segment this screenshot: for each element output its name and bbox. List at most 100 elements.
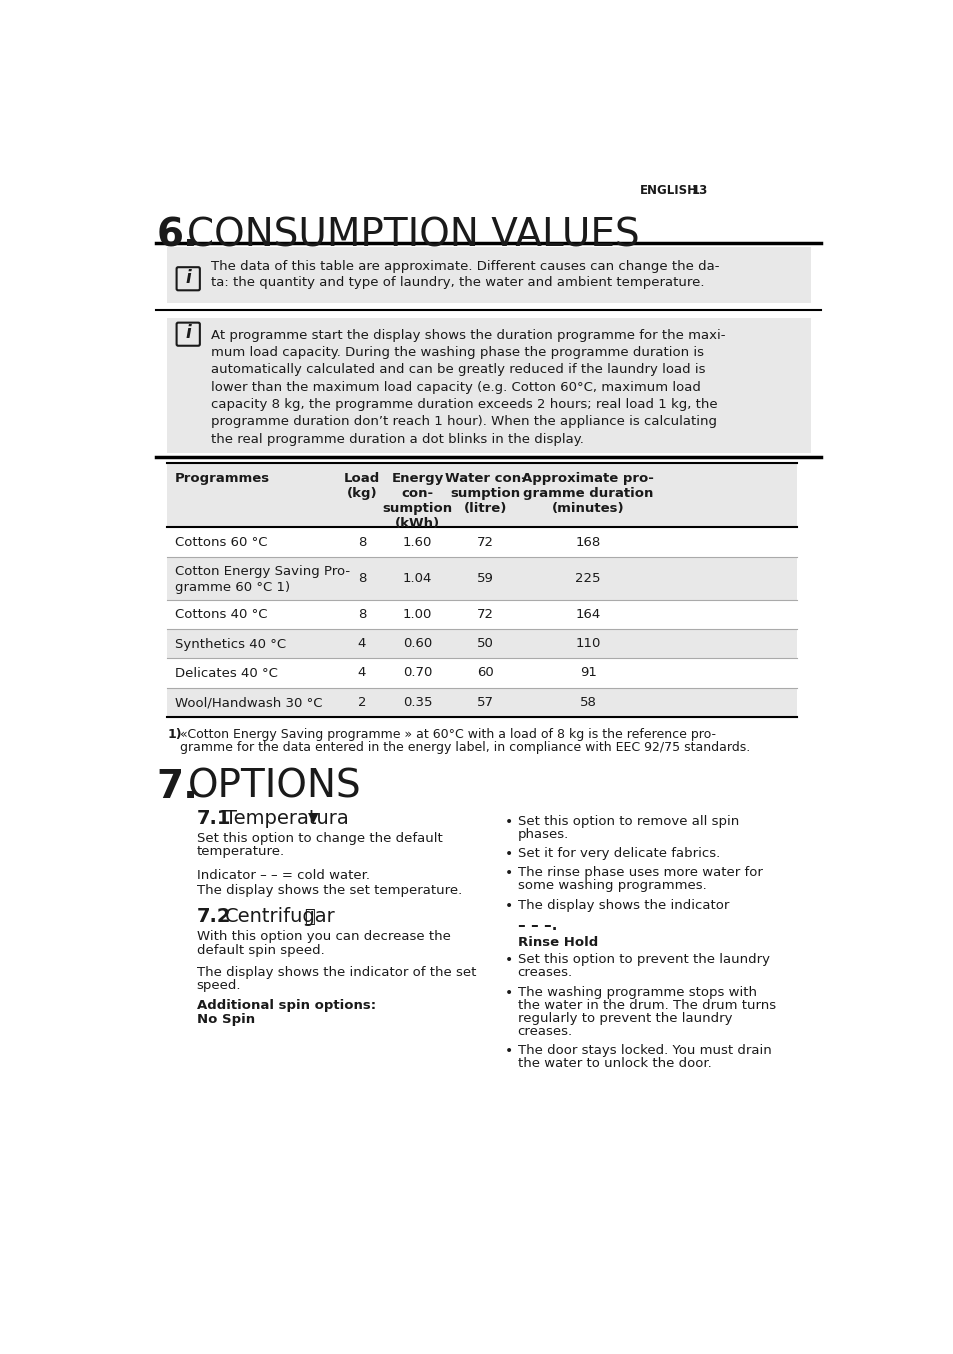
FancyBboxPatch shape: [167, 600, 797, 630]
Text: ▼: ▼: [308, 810, 318, 825]
Text: •: •: [505, 848, 513, 861]
Text: – – –.: – – –.: [517, 918, 557, 933]
Text: ta: the quantity and type of laundry, the water and ambient temperature.: ta: the quantity and type of laundry, th…: [211, 276, 703, 290]
Text: 7.1: 7.1: [196, 808, 231, 827]
Text: Rinse Hold: Rinse Hold: [517, 937, 598, 949]
Text: temperature.: temperature.: [196, 845, 285, 858]
Text: 7.: 7.: [156, 768, 198, 806]
Text: Cottons 40 °C: Cottons 40 °C: [174, 608, 267, 621]
FancyBboxPatch shape: [167, 248, 810, 303]
Text: Set this option to change the default: Set this option to change the default: [196, 831, 442, 845]
Text: programme duration don’t reach 1 hour). When the appliance is calculating: programme duration don’t reach 1 hour). …: [211, 416, 716, 428]
Text: The data of this table are approximate. Different causes can change the da-: The data of this table are approximate. …: [211, 260, 719, 274]
Text: Wool/Handwash 30 °C: Wool/Handwash 30 °C: [174, 696, 322, 709]
Text: Ⓢ: Ⓢ: [303, 907, 314, 926]
Text: 0.70: 0.70: [402, 666, 432, 680]
FancyBboxPatch shape: [167, 528, 797, 556]
Text: 72: 72: [476, 536, 494, 548]
Text: •: •: [505, 1044, 513, 1057]
FancyBboxPatch shape: [167, 463, 797, 528]
Text: The rinse phase uses more water for: The rinse phase uses more water for: [517, 867, 761, 879]
Text: i: i: [185, 269, 191, 287]
Text: the real programme duration a dot blinks in the display.: the real programme duration a dot blinks…: [211, 433, 583, 445]
Text: creases.: creases.: [517, 1025, 572, 1039]
Text: •: •: [505, 867, 513, 880]
Text: «Cotton Energy Saving programme » at 60°C with a load of 8 kg is the reference p: «Cotton Energy Saving programme » at 60°…: [179, 727, 715, 741]
Text: 6.: 6.: [156, 217, 198, 255]
Text: mum load capacity. During the washing phase the programme duration is: mum load capacity. During the washing ph…: [211, 347, 703, 359]
Text: 168: 168: [575, 536, 600, 548]
Text: 8: 8: [357, 608, 366, 621]
Text: Indicator – – = cold water.: Indicator – – = cold water.: [196, 868, 370, 881]
Text: 0.60: 0.60: [402, 638, 432, 650]
Text: speed.: speed.: [196, 979, 241, 992]
Text: 4: 4: [357, 638, 366, 650]
Text: gramme 60 °C 1): gramme 60 °C 1): [174, 581, 290, 593]
Text: Set this option to remove all spin: Set this option to remove all spin: [517, 815, 738, 827]
Text: With this option you can decrease the: With this option you can decrease the: [196, 930, 450, 944]
Text: •: •: [505, 953, 513, 967]
Text: Water con-
sumption
(litre): Water con- sumption (litre): [444, 473, 526, 515]
Text: 2: 2: [357, 696, 366, 708]
Text: the water in the drum. The drum turns: the water in the drum. The drum turns: [517, 999, 775, 1011]
Text: Cotton Energy Saving Pro-: Cotton Energy Saving Pro-: [174, 565, 350, 578]
Text: Set this option to prevent the laundry: Set this option to prevent the laundry: [517, 953, 769, 967]
Text: i: i: [185, 325, 191, 343]
Text: regularly to prevent the laundry: regularly to prevent the laundry: [517, 1011, 731, 1025]
Text: 57: 57: [476, 696, 494, 708]
Text: The display shows the set temperature.: The display shows the set temperature.: [196, 884, 461, 896]
Text: Synthetics 40 °C: Synthetics 40 °C: [174, 638, 286, 650]
Text: Cottons 60 °C: Cottons 60 °C: [174, 536, 267, 548]
FancyBboxPatch shape: [167, 630, 797, 658]
Text: The display shows the indicator: The display shows the indicator: [517, 899, 728, 911]
Text: The door stays locked. You must drain: The door stays locked. You must drain: [517, 1044, 771, 1057]
Text: 59: 59: [476, 571, 494, 585]
Text: Delicates 40 °C: Delicates 40 °C: [174, 666, 277, 680]
Text: automatically calculated and can be greatly reduced if the laundry load is: automatically calculated and can be grea…: [211, 363, 704, 376]
Text: lower than the maximum load capacity (e.g. Cotton 60°C, maximum load: lower than the maximum load capacity (e.…: [211, 380, 700, 394]
Text: OPTIONS: OPTIONS: [187, 768, 360, 806]
FancyBboxPatch shape: [167, 556, 797, 600]
FancyBboxPatch shape: [167, 318, 810, 452]
Text: 58: 58: [579, 696, 596, 708]
Text: Load
(kg): Load (kg): [343, 473, 379, 500]
Text: the water to unlock the door.: the water to unlock the door.: [517, 1057, 711, 1070]
Text: 225: 225: [575, 571, 600, 585]
Text: 91: 91: [579, 666, 596, 680]
FancyBboxPatch shape: [167, 658, 797, 688]
Text: At programme start the display shows the duration programme for the maxi-: At programme start the display shows the…: [211, 329, 724, 341]
Text: default spin speed.: default spin speed.: [196, 944, 324, 957]
FancyBboxPatch shape: [176, 322, 199, 345]
Text: CONSUMPTION VALUES: CONSUMPTION VALUES: [187, 217, 639, 255]
Text: 110: 110: [575, 638, 600, 650]
Text: Approximate pro-
gramme duration
(minutes): Approximate pro- gramme duration (minute…: [521, 473, 654, 515]
Text: 7.2: 7.2: [196, 907, 231, 926]
Text: No Spin: No Spin: [196, 1013, 254, 1026]
Text: Set it for very delicate fabrics.: Set it for very delicate fabrics.: [517, 848, 720, 860]
FancyBboxPatch shape: [167, 688, 797, 716]
Text: 8: 8: [357, 571, 366, 585]
Text: Additional spin options:: Additional spin options:: [196, 999, 375, 1013]
Text: •: •: [505, 986, 513, 999]
Text: 164: 164: [575, 608, 600, 621]
Text: 1.00: 1.00: [402, 608, 432, 621]
Text: Programmes: Programmes: [174, 473, 270, 485]
FancyBboxPatch shape: [176, 267, 199, 290]
Text: Energy
con-
sumption
(kWh): Energy con- sumption (kWh): [382, 473, 453, 529]
Text: 50: 50: [476, 638, 494, 650]
Text: 72: 72: [476, 608, 494, 621]
Text: some washing programmes.: some washing programmes.: [517, 879, 705, 892]
Text: The washing programme stops with: The washing programme stops with: [517, 986, 756, 999]
Text: •: •: [505, 899, 513, 913]
Text: gramme for the data entered in the energy label, in compliance with EEC 92/75 st: gramme for the data entered in the energ…: [179, 741, 749, 754]
Text: 0.35: 0.35: [402, 696, 432, 708]
Text: Centrifugar: Centrifugar: [224, 907, 335, 926]
Text: creases.: creases.: [517, 967, 572, 979]
Text: 1.60: 1.60: [402, 536, 432, 548]
Text: Temperatura: Temperatura: [224, 808, 348, 827]
Text: capacity 8 kg, the programme duration exceeds 2 hours; real load 1 kg, the: capacity 8 kg, the programme duration ex…: [211, 398, 717, 412]
Text: 8: 8: [357, 536, 366, 548]
Text: •: •: [505, 815, 513, 829]
Text: 4: 4: [357, 666, 366, 680]
Text: 13: 13: [691, 184, 707, 198]
